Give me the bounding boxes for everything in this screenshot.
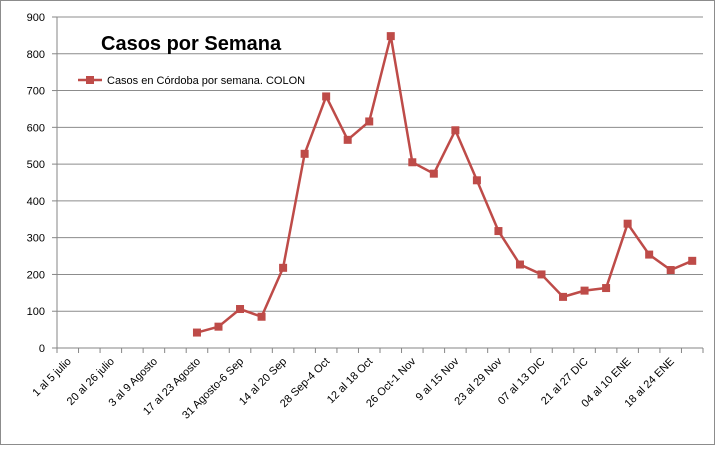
data-point-marker [214,322,223,331]
data-point-marker [472,176,481,185]
y-tick-label: 200 [27,269,45,281]
data-point-marker [192,328,201,337]
data-point-marker [408,158,417,167]
data-point-marker [451,126,460,135]
data-point-marker [279,263,288,272]
data-point-marker [365,117,374,126]
y-tick-label: 700 [27,86,45,98]
data-point-marker [343,135,352,144]
series-layer [192,32,697,337]
data-point-marker [386,32,395,41]
legend-square-marker [86,76,94,84]
data-point-marker [623,219,632,228]
x-tick-label: 1 al 5 julio [30,356,74,400]
gridlines [56,16,703,349]
data-point-marker [666,266,675,275]
data-point-marker [257,312,266,321]
data-point-marker [494,227,503,236]
y-tick-label: 0 [39,343,45,355]
data-point-marker [515,260,524,269]
y-axis-ticks: 0 100 200 300 400 500 600 700 800 900 [27,12,57,355]
data-point-marker [322,92,331,101]
y-tick-label: 800 [27,49,45,61]
data-point-marker [559,292,568,301]
data-point-marker [602,284,611,293]
data-point-marker [429,169,438,178]
y-tick-label: 900 [27,12,45,24]
y-tick-label: 100 [27,306,45,318]
data-point-marker [236,305,245,314]
legend-label: Casos en Córdoba por semana. COLON [107,75,305,87]
y-tick-label: 400 [27,196,45,208]
legend: Casos en Córdoba por semana. COLON [78,75,305,87]
data-point-marker [537,270,546,279]
chart-title: Casos por Semana [101,33,282,55]
data-point-marker [645,250,654,259]
data-point-marker [580,286,589,295]
data-point-marker [688,256,697,265]
y-tick-label: 600 [27,122,45,134]
series-line [196,34,693,334]
y-tick-label: 500 [27,159,45,171]
data-point-marker [300,149,309,158]
y-tick-label: 300 [27,233,45,245]
